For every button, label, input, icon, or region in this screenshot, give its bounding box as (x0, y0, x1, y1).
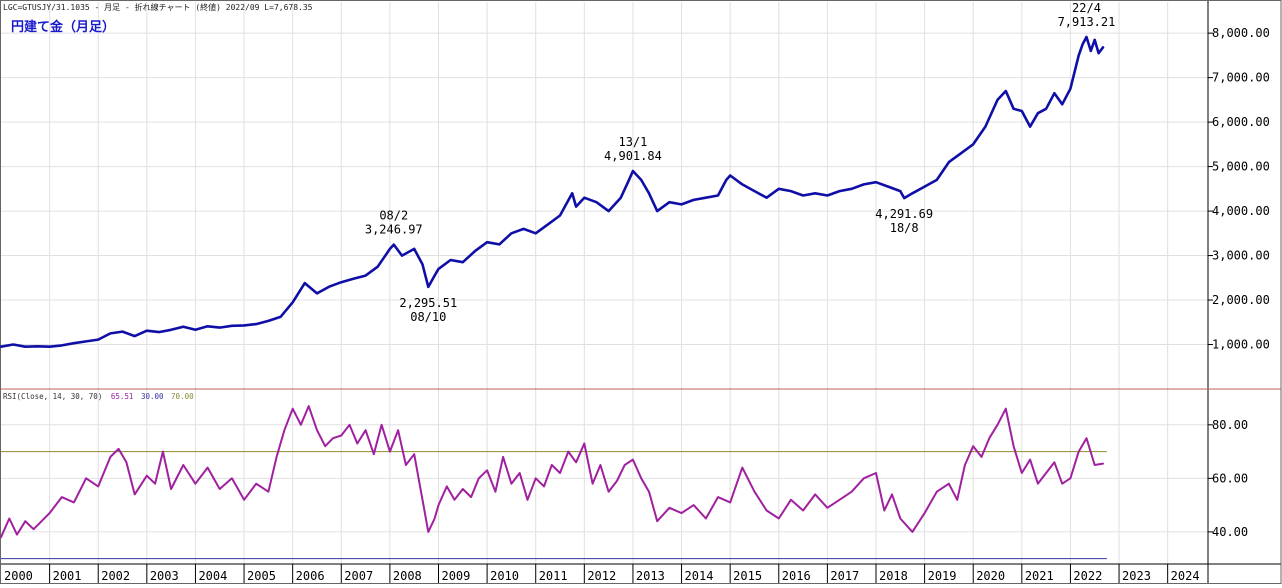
annotation-label: 13/1 (618, 135, 647, 149)
price-y-label: 8,000.00 (1212, 26, 1270, 40)
x-axis-label: 2020 (976, 569, 1005, 583)
x-axis-label: 2006 (296, 569, 325, 583)
x-axis-label: 2004 (198, 569, 227, 583)
rsi-y-label: 60.00 (1212, 471, 1248, 485)
info-line: LGC=GTUSJY/31.1035 - 月足 - 折れ線チャート (終値) 2… (3, 2, 313, 12)
rsi-y-label: 80.00 (1212, 418, 1248, 432)
rsi-legend-prefix: RSI(Close, 14, 30, 70) (3, 392, 102, 401)
x-axis-label: 2003 (150, 569, 179, 583)
label-layer: 2000 2001 2002 2003 2004 2005 2006 2007 2008 2009… (4, 1, 1270, 583)
x-axis-label: 2002 (101, 569, 130, 583)
x-axis-label: 2011 (539, 569, 568, 583)
x-axis-label: 2022 (1073, 569, 1102, 583)
annotation-label: 22/4 (1072, 1, 1101, 15)
x-axis-label: 2010 (490, 569, 519, 583)
x-axis-label: 2005 (247, 569, 276, 583)
annotation-label: 08/2 (379, 209, 408, 223)
x-axis-label: 2024 (1171, 569, 1200, 583)
price-y-label: 4,000.00 (1212, 204, 1270, 218)
chart-title: 円建て金（月足） (11, 19, 115, 35)
price-y-label: 7,000.00 (1212, 71, 1270, 85)
price-y-label: 3,000.00 (1212, 249, 1270, 263)
annotation-label: 4,901.84 (604, 149, 662, 163)
x-axis-label: 2021 (1025, 569, 1054, 583)
annotation-label: 4,291.69 (875, 207, 933, 221)
x-axis-label: 2019 (928, 569, 957, 583)
price-y-label: 6,000.00 (1212, 115, 1270, 129)
price-y-label: 1,000.00 (1212, 338, 1270, 352)
annotation-label: 18/8 (890, 221, 919, 235)
x-axis-label: 2008 (393, 569, 422, 583)
rsi-legend-high: 70.00 (171, 392, 194, 401)
x-axis-label: 2023 (1122, 569, 1151, 583)
rsi-legend: RSI(Close, 14, 30, 70) 65.51 30.00 70.00 (3, 392, 194, 401)
rsi-y-label: 40.00 (1212, 525, 1248, 539)
grid-layer (1, 2, 1208, 564)
x-axis-label: 2009 (441, 569, 470, 583)
x-axis-label: 2012 (587, 569, 616, 583)
price-y-label: 5,000.00 (1212, 160, 1270, 174)
rsi-series-line (0, 405, 1104, 539)
rsi-legend-value: 65.51 (111, 392, 134, 401)
annotation-label: 08/10 (410, 310, 446, 324)
annotation-label: 7,913.21 (1058, 15, 1116, 29)
x-axis-label: 2014 (685, 569, 714, 583)
x-axis-label: 2000 (4, 569, 33, 583)
annotation-label: 3,246.97 (365, 223, 423, 237)
x-axis-label: 2001 (53, 569, 82, 583)
x-axis-label: 2015 (733, 569, 762, 583)
annotation-label: 2,295.51 (399, 296, 457, 310)
price-y-label: 2,000.00 (1212, 293, 1270, 307)
x-axis-label: 2018 (879, 569, 908, 583)
x-axis-label: 2017 (830, 569, 859, 583)
x-axis-label: 2013 (636, 569, 665, 583)
rsi-legend-low: 30.00 (141, 392, 164, 401)
x-axis-label: 2007 (344, 569, 373, 583)
price-series-line (0, 35, 1105, 349)
x-axis-label: 2016 (782, 569, 811, 583)
series-layer (0, 35, 1107, 560)
